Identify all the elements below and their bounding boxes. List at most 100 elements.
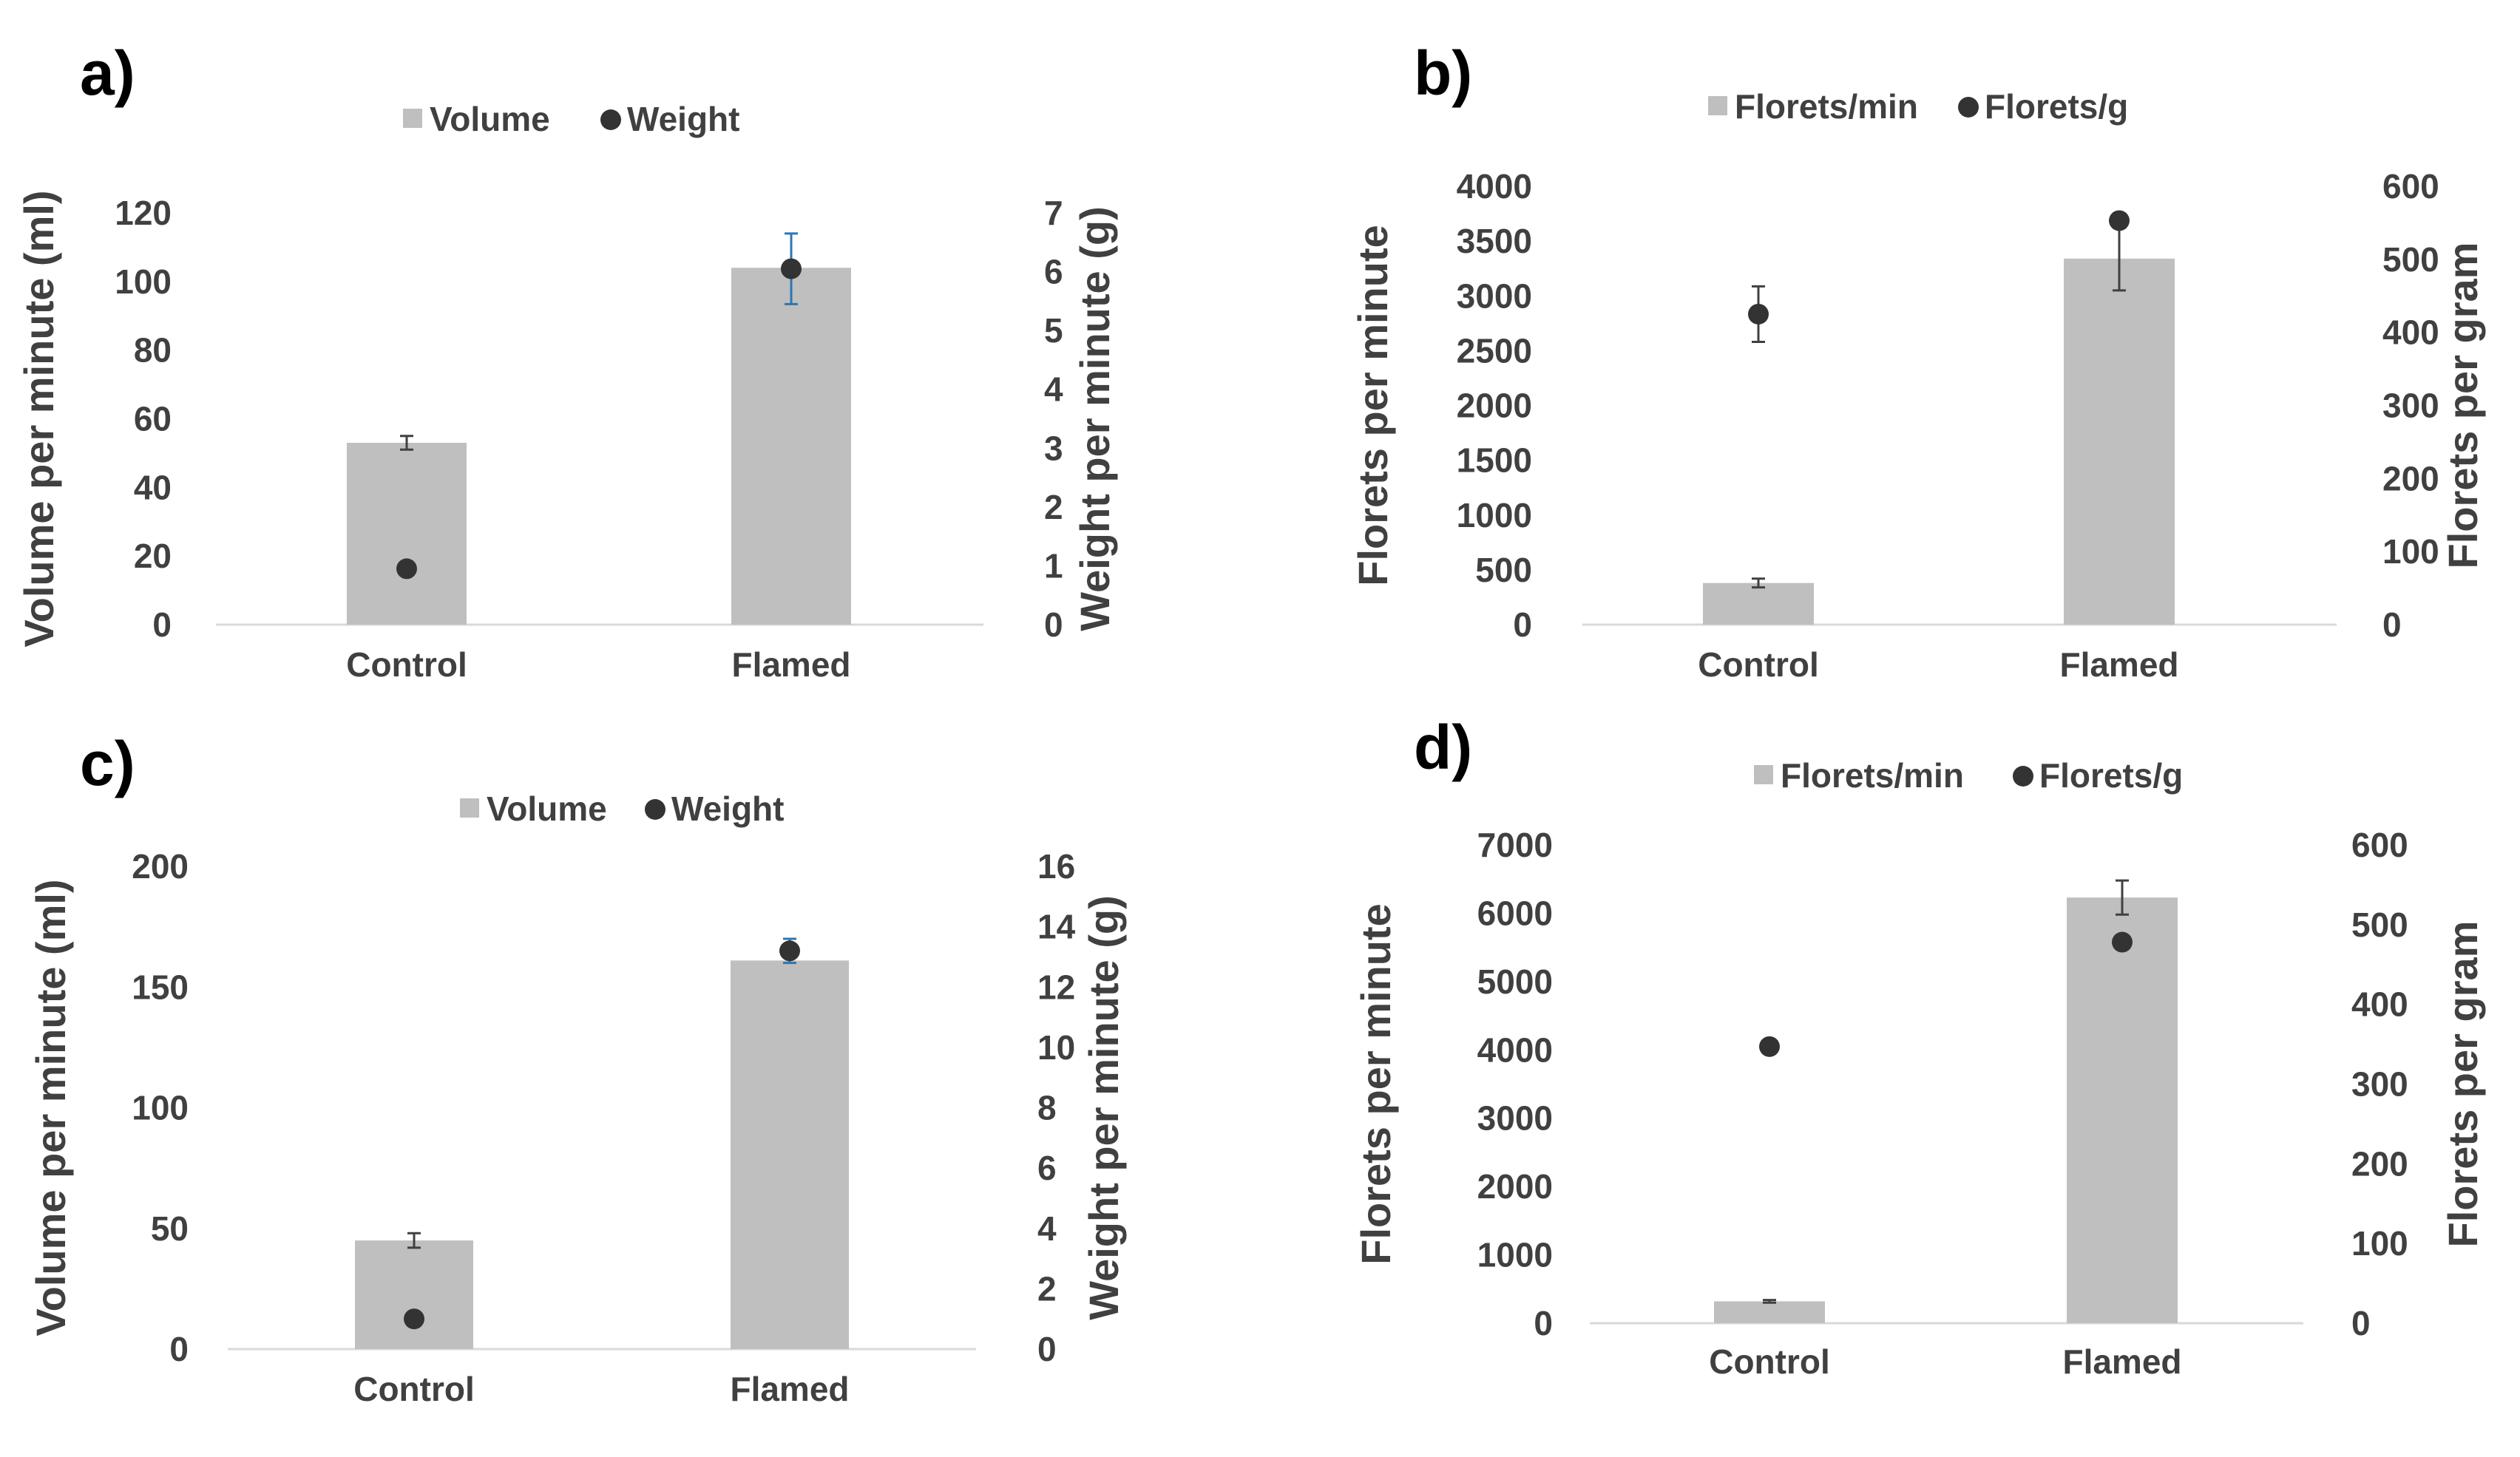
y2-tick-label: 2 [1044, 488, 1063, 526]
bar-flamed [2067, 897, 2178, 1323]
y2-tick-label: 0 [1037, 1330, 1057, 1368]
panel-label: d) [1414, 713, 1472, 782]
y-tick-label: 50 [151, 1209, 189, 1248]
chart-panel-1: a) Volume Weight 0 20 40 60 80 100 120 0 1 2 3 4 5 6 7 Vol… [16, 38, 1118, 684]
bar-flamed [731, 960, 849, 1349]
point-control [1748, 303, 1769, 325]
panel-label: c) [80, 729, 135, 798]
y-tick-label: 3500 [1457, 222, 1532, 260]
category-label: Flamed [730, 1370, 849, 1408]
y2-tick-label: 100 [2351, 1224, 2408, 1263]
y-tick-label: 3000 [1477, 1099, 1553, 1138]
y2-tick-label: 600 [2351, 826, 2408, 864]
y-tick-label: 4000 [1457, 167, 1532, 206]
bar-control [347, 442, 467, 625]
legend-bar-label: Florets/min [1781, 756, 1964, 795]
legend-bar-swatch [1708, 96, 1727, 115]
y2-tick-label: 0 [2382, 605, 2402, 644]
legend-point-label: Weight [627, 100, 739, 138]
y-tick-label: 500 [1475, 551, 1532, 589]
y-tick-label: 1500 [1457, 441, 1532, 480]
y2-tick-label: 5 [1044, 311, 1063, 350]
category-label: Control [353, 1370, 475, 1408]
chart-panel-4: d) Florets/min Florets/g010002000300040005… [1352, 713, 2486, 1381]
y2-tick-label: 300 [2351, 1065, 2408, 1104]
y2-tick-label: 6 [1037, 1149, 1057, 1187]
y2-tick-label: 400 [2351, 985, 2408, 1024]
point-flamed [2112, 931, 2133, 953]
y-axis-title: Volume per minute (ml) [27, 879, 74, 1336]
y2-tick-label: 4 [1044, 370, 1063, 409]
y-tick-label: 1000 [1457, 496, 1532, 534]
legend-point-label: Weight [671, 789, 784, 828]
y-tick-label: 150 [132, 968, 189, 1006]
y-axis-title: Florets per minute [1352, 903, 1399, 1265]
y2-tick-label: 600 [2382, 167, 2439, 206]
bar-control [1714, 1301, 1825, 1323]
category-label: Control [346, 645, 467, 684]
y2-tick-label: 10 [1037, 1028, 1075, 1067]
y2-tick-label: 400 [2382, 313, 2439, 352]
point-control [396, 558, 417, 580]
legend-point-label: Florets/g [1985, 87, 2128, 126]
bar-flamed [2064, 258, 2175, 625]
y-tick-label: 0 [1534, 1304, 1553, 1342]
category-label: Flamed [2062, 1342, 2181, 1381]
y2-axis-title: Florets per gram [2439, 242, 2486, 569]
y-tick-label: 1000 [1477, 1236, 1553, 1274]
panel-label: a) [80, 38, 135, 108]
y-tick-label: 120 [115, 194, 172, 232]
y-tick-label: 7000 [1477, 826, 1553, 864]
y2-tick-label: 500 [2382, 240, 2439, 279]
point-flamed [2109, 210, 2130, 231]
legend-bar-swatch [403, 109, 422, 128]
y-axis-title: Florets per minute [1349, 225, 1396, 586]
legend-bar-swatch [1754, 765, 1773, 784]
chart-panel-3: c) Volume Weight 0 50 100 150 200 0 2 4 6 8 10 12 14 16 V… [27, 729, 1127, 1408]
bar-flamed [731, 268, 851, 625]
category-label: Control [1709, 1342, 1830, 1381]
category-label: Control [1698, 645, 1819, 684]
point-flamed [779, 940, 800, 962]
y-tick-label: 6000 [1477, 894, 1553, 932]
y2-tick-label: 12 [1037, 968, 1075, 1006]
y-tick-label: 2000 [1457, 387, 1532, 425]
y2-tick-label: 500 [2351, 906, 2408, 944]
y2-tick-label: 300 [2382, 387, 2439, 425]
y-axis-title: Volume per minute (ml) [16, 190, 62, 647]
y2-tick-label: 0 [1044, 605, 1063, 644]
panel-label: b) [1414, 38, 1472, 108]
y-tick-label: 80 [134, 331, 172, 370]
y-tick-label: 100 [115, 262, 172, 301]
y2-tick-label: 14 [1037, 908, 1076, 946]
y-tick-label: 100 [132, 1089, 189, 1127]
y2-tick-label: 2 [1037, 1269, 1057, 1308]
y2-tick-label: 3 [1044, 429, 1063, 467]
y-tick-label: 40 [134, 468, 172, 506]
y-tick-label: 60 [134, 400, 172, 438]
legend-bar-label: Volume [430, 100, 550, 138]
y-tick-label: 2000 [1477, 1167, 1553, 1206]
y-tick-label: 200 [132, 847, 189, 886]
category-label: Flamed [731, 645, 850, 684]
y2-tick-label: 8 [1037, 1089, 1057, 1127]
point-control [404, 1308, 424, 1330]
y2-tick-label: 200 [2351, 1144, 2408, 1183]
y-tick-label: 5000 [1477, 962, 1553, 1001]
legend-bar-swatch [460, 798, 479, 818]
y-tick-label: 3000 [1457, 276, 1532, 315]
y-tick-label: 0 [152, 605, 172, 644]
y2-tick-label: 0 [2351, 1304, 2371, 1342]
legend-point-swatch [1958, 97, 1979, 118]
legend-bar-label: Volume [487, 789, 607, 828]
point-flamed [781, 258, 802, 279]
legend-point-swatch [2013, 766, 2033, 787]
chart-panel-2: b) Florets/min Florets/g050010001500200025… [1349, 38, 2486, 684]
bar-control [355, 1240, 473, 1349]
y2-tick-label: 100 [2382, 532, 2439, 571]
category-label: Flamed [2059, 645, 2178, 684]
y2-tick-label: 16 [1037, 847, 1075, 886]
legend-bar-label: Florets/min [1735, 87, 1918, 126]
y2-tick-label: 4 [1037, 1209, 1057, 1248]
